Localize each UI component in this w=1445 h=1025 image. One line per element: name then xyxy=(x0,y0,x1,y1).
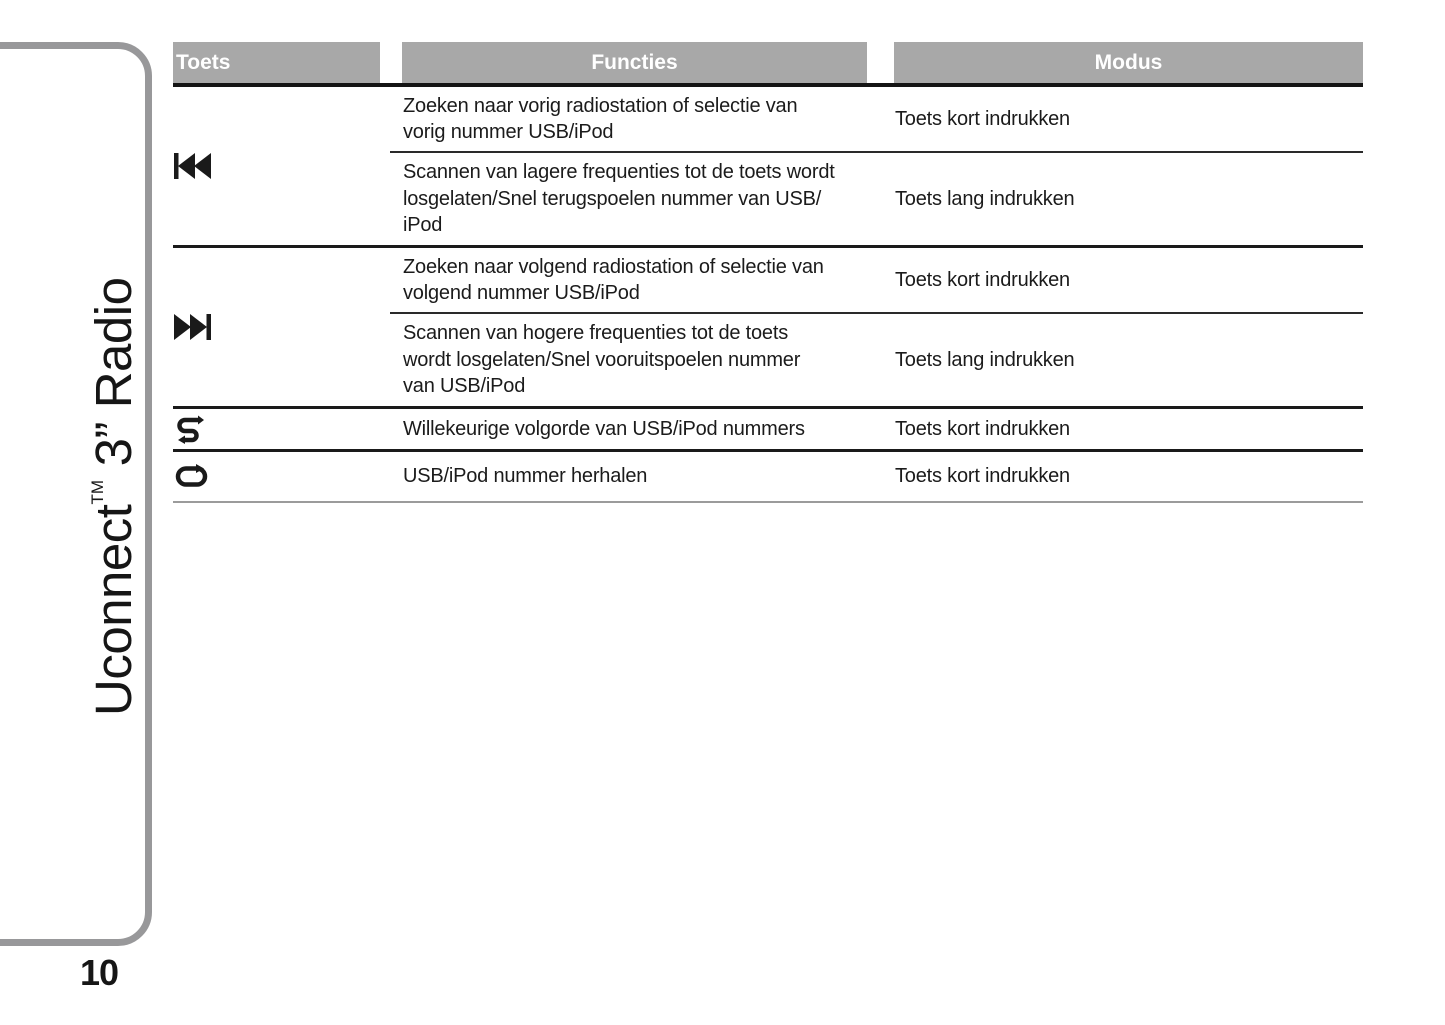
header-underline xyxy=(173,83,1363,87)
table-row: USB/iPod nummer herhalen Toets kort indr… xyxy=(173,452,1363,503)
chapter-frame xyxy=(0,42,152,946)
functie-text: Scannen van lagere frequenties tot de to… xyxy=(403,161,835,237)
modus-text: Toets kort indrukken xyxy=(895,417,1070,440)
chapter-title-main: Uconnect xyxy=(85,504,142,716)
function-sub-rows: Willekeurige volgorde van USB/iPod numme… xyxy=(390,409,1363,449)
button-cell xyxy=(173,87,390,245)
table-row: Zoeken naar vorig radiostation of select… xyxy=(173,87,1363,248)
function-row: Scannen van hogere frequenties tot de to… xyxy=(390,314,1363,406)
modus-text: Toets kort indrukken xyxy=(895,268,1070,291)
modus-text: Toets lang indrukken xyxy=(895,187,1075,210)
header-toets: Toets xyxy=(173,42,380,83)
function-row: Scannen van lagere frequenties tot de to… xyxy=(390,153,1363,245)
button-cell xyxy=(173,452,390,501)
repeat-icon xyxy=(175,464,208,487)
functie-text: Zoeken naar vorig radiostation of select… xyxy=(403,94,798,144)
table-body: Zoeken naar vorig radiostation of select… xyxy=(173,87,1363,503)
functions-table: Toets Functies Modus Zoeken naar vorig r… xyxy=(173,42,1363,503)
chapter-title: UconnectTM 3” Radio xyxy=(66,254,142,716)
skip-next-icon xyxy=(174,314,211,340)
function-sub-rows: Zoeken naar volgend radiostation of sele… xyxy=(390,248,1363,406)
function-row: Zoeken naar volgend radiostation of sele… xyxy=(390,248,1363,314)
function-row: Zoeken naar vorig radiostation of select… xyxy=(390,87,1363,153)
header-modus: Modus xyxy=(894,42,1363,83)
shuffle-icon xyxy=(177,415,204,444)
chapter-title-rest: 3” Radio xyxy=(85,277,142,467)
skip-previous-icon xyxy=(174,153,211,179)
function-row: Willekeurige volgorde van USB/iPod numme… xyxy=(390,409,1363,449)
function-row: USB/iPod nummer herhalen Toets kort indr… xyxy=(390,452,1363,501)
functie-text: Willekeurige volgorde van USB/iPod numme… xyxy=(403,417,805,440)
modus-text: Toets kort indrukken xyxy=(895,465,1070,487)
modus-text: Toets kort indrukken xyxy=(895,107,1070,130)
modus-text: Toets lang indrukken xyxy=(895,348,1075,371)
header-functies: Functies xyxy=(402,42,867,83)
function-sub-rows: USB/iPod nummer herhalen Toets kort indr… xyxy=(390,452,1363,501)
table-row: Willekeurige volgorde van USB/iPod numme… xyxy=(173,409,1363,452)
button-cell xyxy=(173,409,390,449)
function-sub-rows: Zoeken naar vorig radiostation of select… xyxy=(390,87,1363,245)
functie-text: USB/iPod nummer herhalen xyxy=(403,465,648,488)
header-gap xyxy=(867,42,894,83)
header-gap xyxy=(380,42,402,83)
button-cell xyxy=(173,248,390,406)
table-header-row: Toets Functies Modus xyxy=(173,42,1363,83)
functie-text: Zoeken naar volgend radiostation of sele… xyxy=(403,255,824,305)
page-number: 10 xyxy=(80,952,119,993)
functie-text: Scannen van hogere frequenties tot de to… xyxy=(403,322,801,398)
table-row: Zoeken naar volgend radiostation of sele… xyxy=(173,248,1363,409)
trademark-symbol: TM xyxy=(88,479,107,505)
